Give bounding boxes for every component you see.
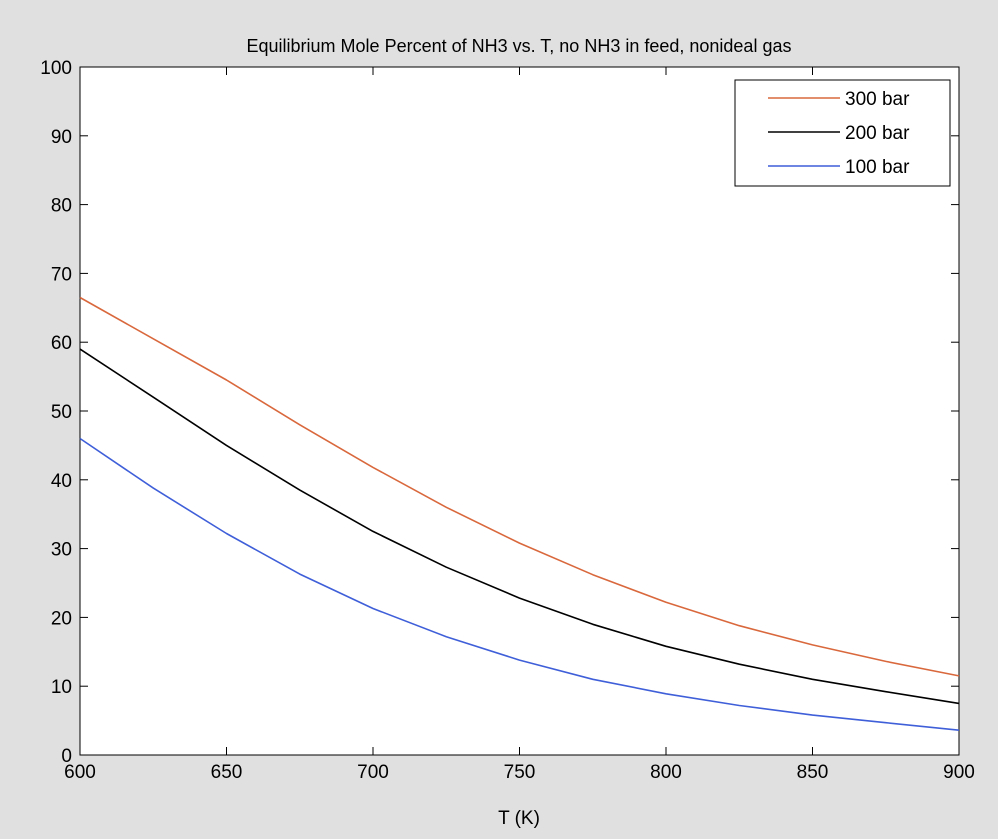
series-line-2 [79,437,960,731]
x-tick-label: 700 [357,762,389,783]
series-line-0 [79,296,960,677]
y-tick-label: 90 [51,127,72,148]
legend: 300 bar 200 bar 100 bar [734,79,951,187]
y-tick-label: 70 [51,264,72,285]
chart-title: Equilibrium Mole Percent of NH3 vs. T, n… [247,36,792,56]
legend-box [734,79,951,187]
series-line-1 [79,348,960,705]
series-lines [79,296,960,731]
legend-label: 100 bar [845,157,910,178]
legend-label: 300 bar [845,89,910,110]
x-tick-label: 800 [650,762,682,783]
axis-ticks: 600 650 700 750 800 850 900 0 10 20 30 40 50 60 70 80 90… [40,58,975,783]
y-tick-label: 50 [51,402,72,423]
y-tick-label: 80 [51,196,72,217]
y-tick-label: 30 [51,540,72,561]
legend-label: 200 bar [845,123,910,144]
y-tick-label: 0 [61,746,72,767]
x-tick-label: 850 [797,762,829,783]
x-tick-label: 900 [943,762,975,783]
y-tick-label: 40 [51,471,72,492]
x-tick-label: 650 [211,762,243,783]
y-tick-label: 100 [40,58,72,79]
x-axis-label: T (K) [498,808,540,829]
x-tick-label: 600 [64,762,96,783]
y-tick-label: 20 [51,608,72,629]
x-tick-label: 750 [504,762,536,783]
y-tick-label: 60 [51,333,72,354]
legend-entries: 300 bar 200 bar 100 bar [768,89,910,178]
y-tick-label: 10 [51,677,72,698]
